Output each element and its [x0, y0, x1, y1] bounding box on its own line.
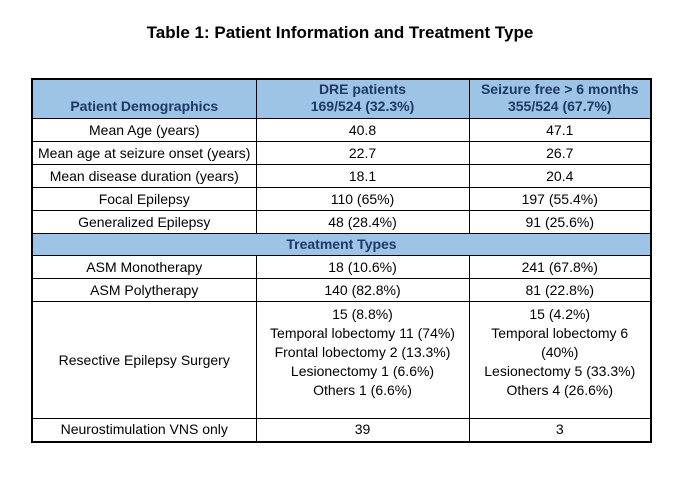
surgery-detail-line: Lesionectomy 5 (33.3%) [484, 363, 636, 379]
table-row: Generalized Epilepsy 48 (28.4%) 91 (25.6%) [31, 210, 652, 234]
header-dre-patients: DRE patients 169/524 (32.3%) [255, 78, 470, 119]
table-header-row: Patient Demographics DRE patients 169/52… [31, 78, 652, 119]
surgery-detail-line: 15 (4.2%) [529, 306, 591, 322]
dre-value-cell: 18.1 [255, 164, 470, 188]
seizure-free-value-cell: 47.1 [468, 118, 652, 142]
surgery-detail-line: Others 1 (6.6%) [313, 382, 412, 398]
header-line: 169/524 (32.3%) [310, 98, 415, 114]
dre-value-cell: 15 (8.8%) Temporal lobectomy 11 (74%) Fron… [255, 301, 470, 419]
dre-value-cell: 40.8 [255, 118, 470, 142]
seizure-free-value-cell: 3 [468, 418, 652, 442]
patient-information-table: Patient Demographics DRE patients 169/52… [31, 78, 652, 443]
seizure-free-value-cell: 20.4 [468, 164, 652, 188]
section-header-cell: Treatment Types [31, 233, 652, 256]
seizure-free-value-cell: 197 (55.4%) [468, 187, 652, 211]
header-patient-demographics: Patient Demographics [31, 78, 257, 119]
row-label-cell: Generalized Epilepsy [31, 210, 257, 234]
dre-value-cell: 110 (65%) [255, 187, 470, 211]
surgery-detail-line: Temporal lobectomy 6 (40%) [491, 325, 629, 360]
surgery-detail-line: Temporal lobectomy 11 (74%) [270, 325, 455, 341]
row-label-cell: ASM Monotherapy [31, 255, 257, 279]
header-seizure-free: Seizure free > 6 months 355/524 (67.7%) [468, 78, 652, 119]
row-label-cell: Focal Epilepsy [31, 187, 257, 211]
row-label-cell: Mean disease duration (years) [31, 164, 257, 188]
table-row: Focal Epilepsy 110 (65%) 197 (55.4%) [31, 187, 652, 211]
section-header-row: Treatment Types [31, 233, 652, 256]
row-label-cell: Resective Epilepsy Surgery [31, 301, 257, 419]
surgery-detail-line: Lesionectomy 1 (6.6%) [290, 363, 435, 379]
surgery-detail-line: Others 4 (26.6%) [506, 382, 614, 398]
table-row: Mean disease duration (years) 18.1 20.4 [31, 164, 652, 188]
header-line: DRE patients [318, 81, 407, 97]
table-row: Mean Age (years) 40.8 47.1 [31, 118, 652, 142]
seizure-free-value-cell: 26.7 [468, 141, 652, 165]
row-label-cell: Neurostimulation VNS only [31, 418, 257, 442]
page-title: Table 1: Patient Information and Treatme… [146, 23, 534, 42]
row-label-cell: Mean Age (years) [31, 118, 257, 142]
header-line: 355/524 (67.7%) [507, 98, 612, 114]
dre-value-cell: 18 (10.6%) [255, 255, 470, 279]
seizure-free-value-cell: 241 (67.8%) [468, 255, 652, 279]
table-row: Resective Epilepsy Surgery 15 (8.8%) Tempo… [31, 301, 652, 419]
dre-value-cell: 39 [255, 418, 470, 442]
dre-value-cell: 48 (28.4%) [255, 210, 470, 234]
table-row: Neurostimulation VNS only 39 3 [31, 418, 652, 442]
seizure-free-value-cell: 81 (22.8%) [468, 278, 652, 302]
dre-value-cell: 22.7 [255, 141, 470, 165]
table-row: ASM Monotherapy 18 (10.6%) 241 (67.8%) [31, 255, 652, 279]
header-line: Patient Demographics [70, 98, 219, 114]
seizure-free-value-cell: 15 (4.2%) Temporal lobectomy 6 (40%) Lesio… [468, 301, 652, 419]
row-label-cell: Mean age at seizure onset (years) [31, 141, 257, 165]
table-row: Mean age at seizure onset (years) 22.7 26.… [31, 141, 652, 165]
table-row: ASM Polytherapy 140 (82.8%) 81 (22.8%) [31, 278, 652, 302]
dre-value-cell: 140 (82.8%) [255, 278, 470, 302]
row-label-cell: ASM Polytherapy [31, 278, 257, 302]
header-line: Seizure free > 6 months [480, 81, 639, 97]
surgery-detail-line: Frontal lobectomy 2 (13.3%) [274, 344, 451, 360]
surgery-detail-line: 15 (8.8%) [332, 306, 393, 322]
seizure-free-value-cell: 91 (25.6%) [468, 210, 652, 234]
